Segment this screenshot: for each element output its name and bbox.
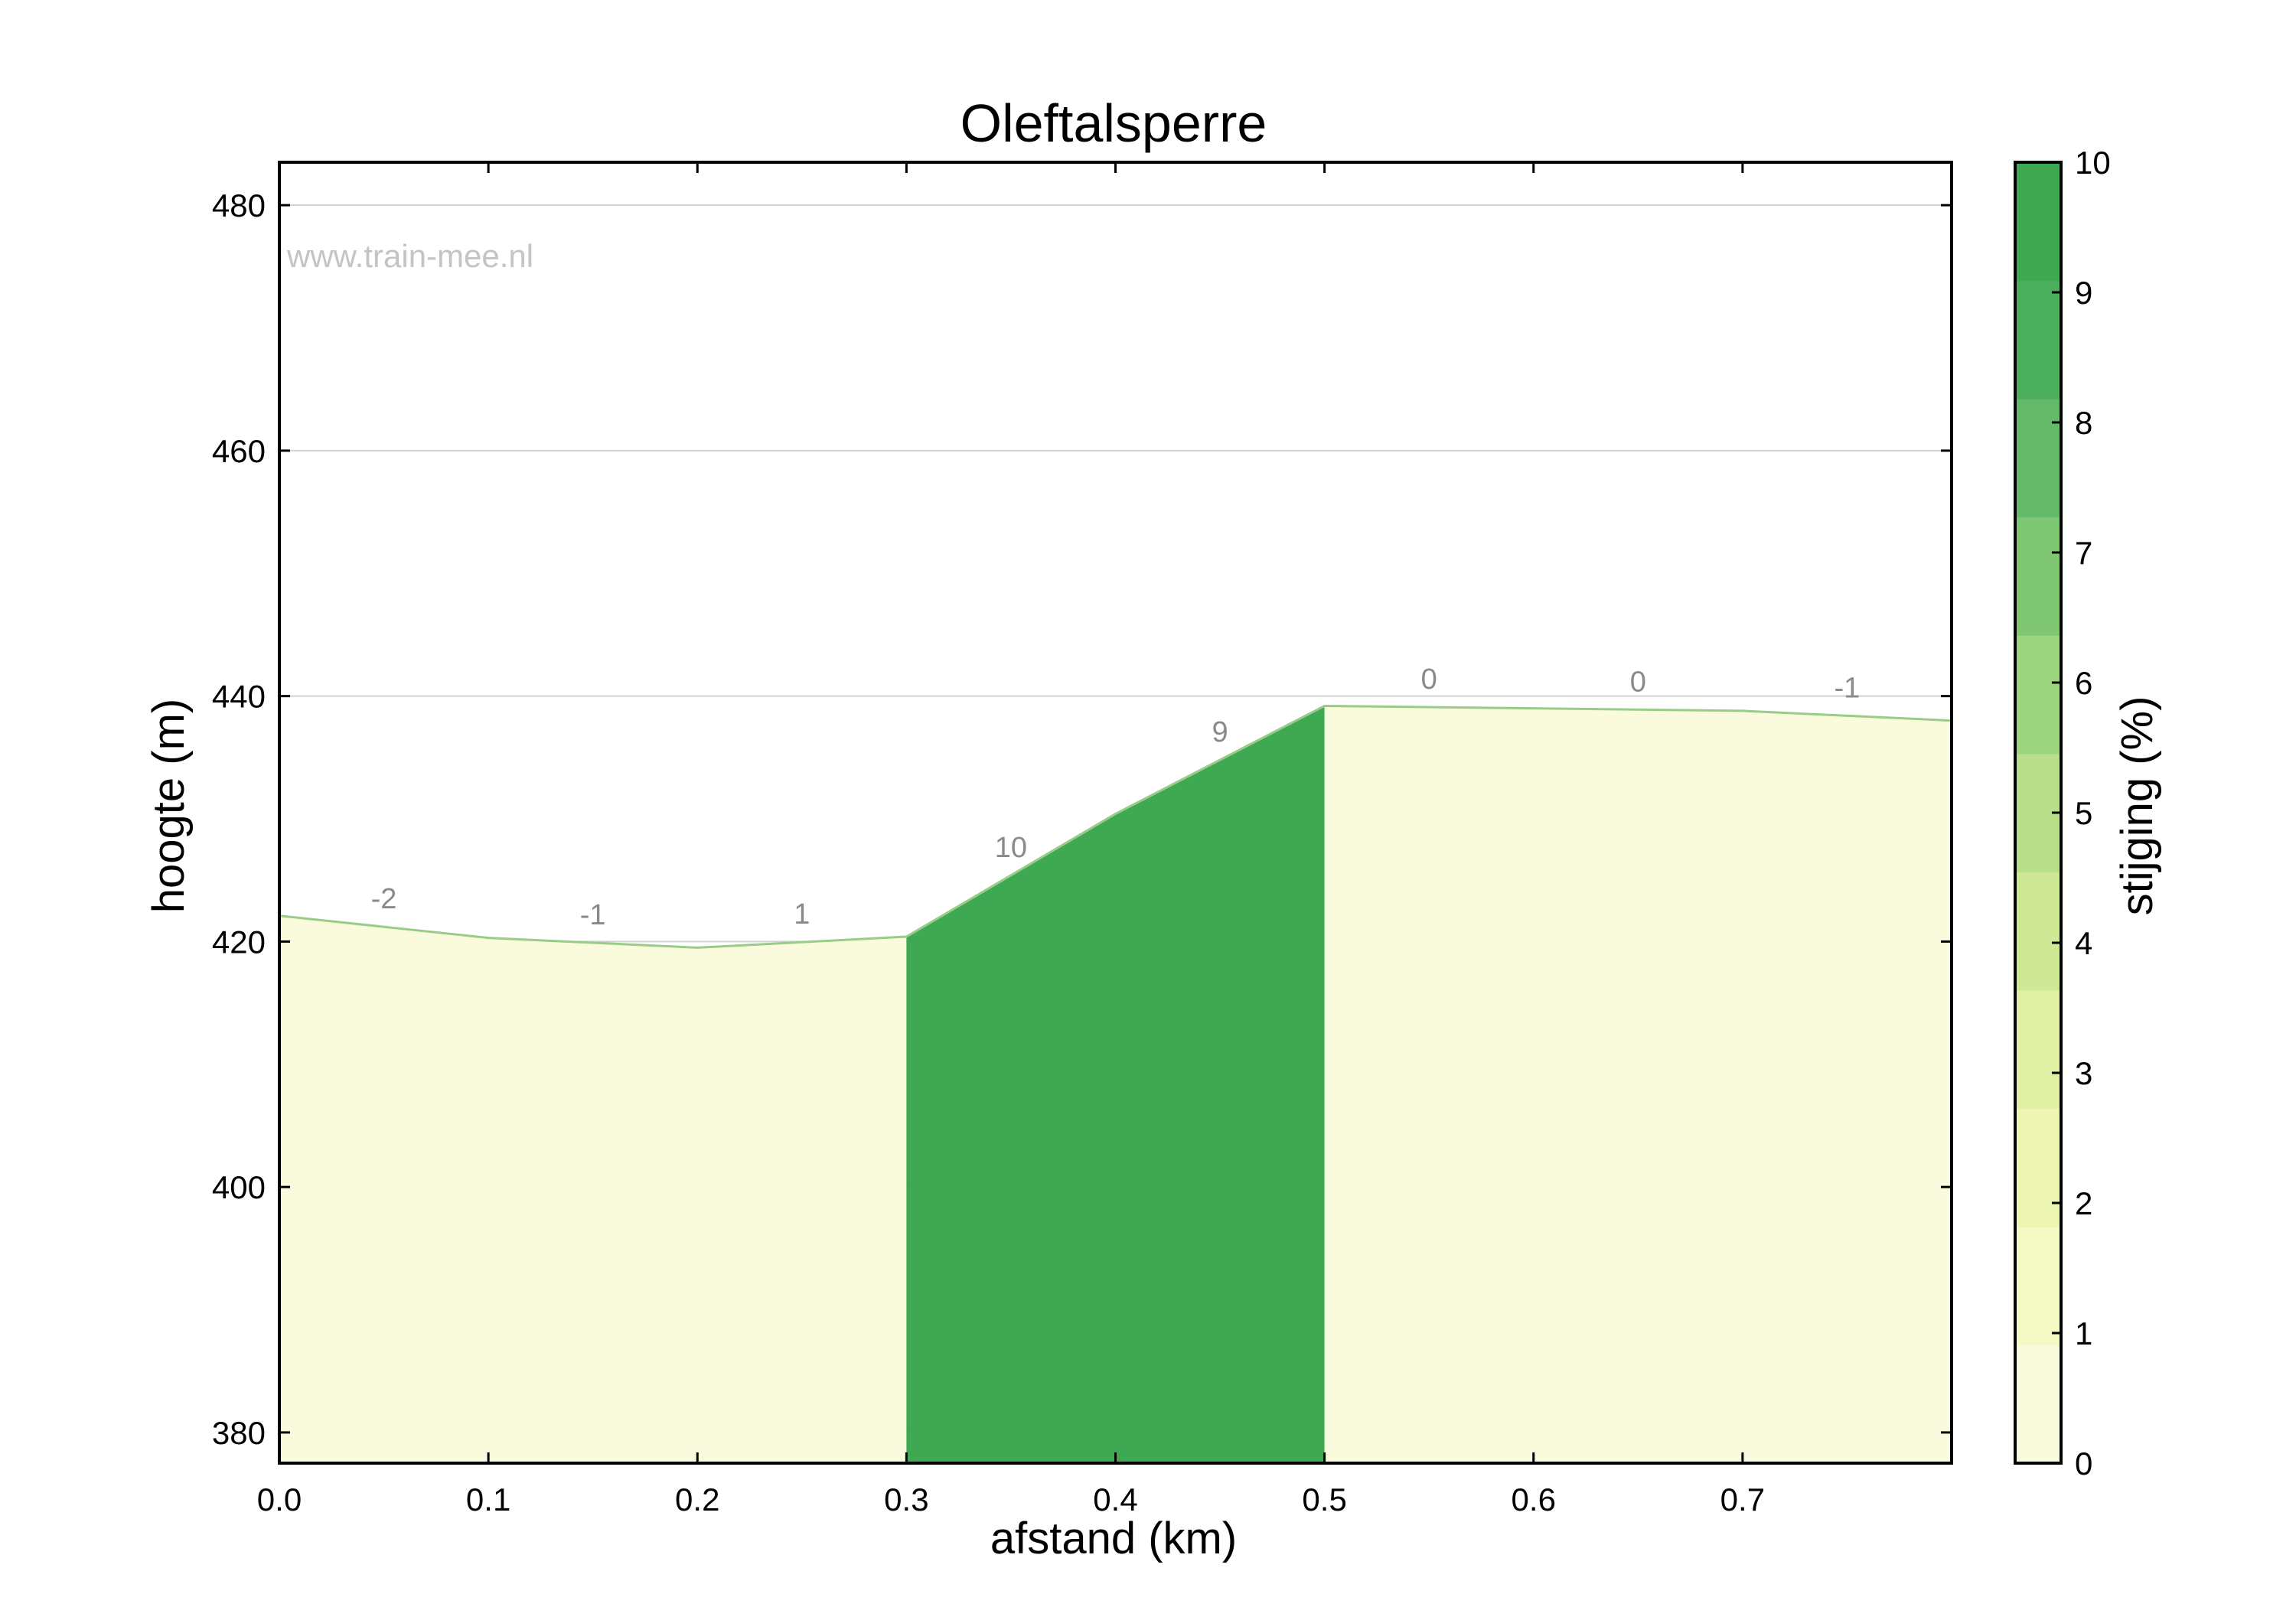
colorbar-tick-label: 6 [2075, 665, 2092, 701]
colorbar-tick-label: 10 [2075, 145, 2111, 181]
plot-area: -2 -1 1 10 9 0 0 -1 [279, 204, 1952, 1463]
colorbar-band [2015, 989, 2061, 1109]
colorbar-tick-label: 0 [2075, 1446, 2092, 1482]
chart-title: Oleftalsperre [960, 93, 1267, 153]
colorbar-tick-label: 1 [2075, 1315, 2092, 1351]
y-tick-label: 440 [212, 679, 266, 715]
profile-fill-band [279, 915, 907, 1463]
grade-label: 9 [1212, 716, 1228, 748]
profile-line [279, 704, 1952, 949]
colorbar-band [2015, 872, 2061, 991]
x-tick-label: 0.3 [884, 1482, 928, 1517]
colorbar: 0 1 2 3 4 5 6 7 8 9 10 [2014, 145, 2111, 1482]
colorbar-label: stijging (%) [2112, 696, 2162, 916]
profile-fill-band [1324, 706, 1952, 1463]
y-axis-label: hoogte (m) [144, 699, 194, 913]
grade-label: 0 [1421, 663, 1437, 696]
colorbar-band [2015, 162, 2061, 282]
colorbar-tick-label: 4 [2075, 925, 2092, 961]
y-tick-label: 380 [212, 1415, 266, 1451]
grade-label: 10 [995, 832, 1027, 864]
colorbar-band [2015, 399, 2061, 518]
colorbar-band [2015, 1345, 2061, 1464]
x-tick-label: 0.7 [1720, 1482, 1765, 1517]
grade-label: 0 [1630, 666, 1646, 698]
grade-label: -1 [1835, 672, 1861, 704]
grade-label: -1 [580, 899, 606, 931]
x-tick-label: 0.2 [675, 1482, 719, 1517]
grade-label: -2 [371, 883, 397, 915]
colorbar-band [2015, 280, 2061, 399]
axes: 0.0 0.1 0.2 0.3 0.4 0.5 0.6 0.7 380 400 420 440 460 4… [212, 161, 1953, 1517]
y-tick-label: 480 [212, 187, 266, 223]
colorbar-tick-label: 9 [2075, 275, 2092, 311]
colorbar-band [2015, 635, 2061, 755]
y-tick-label: 400 [212, 1169, 266, 1205]
x-tick-label: 0.1 [466, 1482, 510, 1517]
y-tick-label: 420 [212, 924, 266, 960]
x-tick-label: 0.6 [1512, 1482, 1556, 1517]
grade-label: 1 [794, 898, 810, 931]
colorbar-band [2015, 1226, 2061, 1346]
x-tick-label: 0.4 [1093, 1482, 1137, 1517]
x-tick-label: 0.0 [257, 1482, 302, 1517]
y-tick-label: 460 [212, 433, 266, 469]
profile-fill-band [906, 706, 1325, 1463]
colorbar-band [2015, 1108, 2061, 1227]
colorbar-tick-label: 7 [2075, 535, 2092, 571]
x-axis-label: afstand (km) [990, 1514, 1237, 1563]
colorbar-tick-label: 5 [2075, 795, 2092, 831]
watermark-text: www.train-mee.nl [286, 238, 533, 274]
x-tick-label: 0.5 [1302, 1482, 1346, 1517]
colorbar-tick-label: 2 [2075, 1185, 2092, 1221]
colorbar-band [2015, 517, 2061, 636]
colorbar-tick-label: 8 [2075, 405, 2092, 441]
colorbar-tick-label: 3 [2075, 1055, 2092, 1091]
